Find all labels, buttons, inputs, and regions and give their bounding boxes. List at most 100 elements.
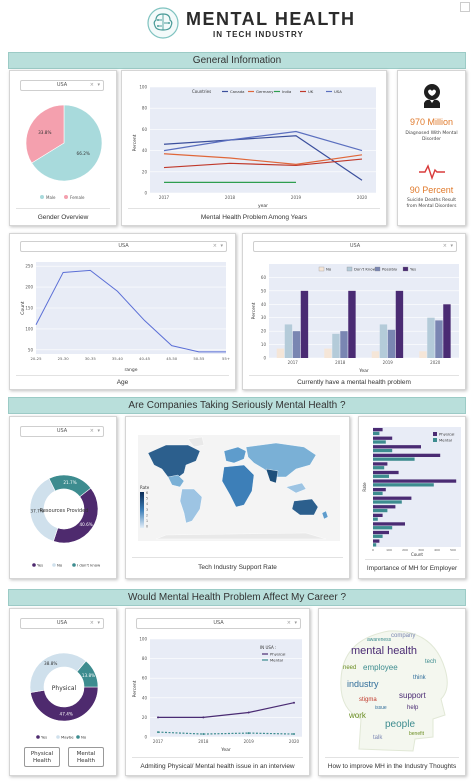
bar-physical[interactable] [373,445,421,449]
section-banner-companies: Are Companies Taking Seriously Mental He… [8,397,466,414]
chevron-down-icon[interactable]: ▾ [294,620,297,626]
clear-icon[interactable]: × [212,243,217,249]
chevron-down-icon[interactable]: ▾ [97,428,100,434]
mental-health-button[interactable]: Mental Health [68,747,104,767]
country-dropdown[interactable]: USA × ▾ [20,426,104,437]
africa [221,464,255,508]
bar-don-t-know-2020[interactable] [427,317,435,358]
chevron-down-icon[interactable]: ▾ [220,243,223,249]
bar-physical[interactable] [373,462,388,466]
bar-physical[interactable] [373,428,383,432]
legend-no: No [326,267,332,272]
chevron-down-icon[interactable]: ▾ [97,82,100,88]
bar-no-2020[interactable] [419,351,427,358]
point-mental[interactable] [293,733,295,736]
bar-mental[interactable] [373,440,386,444]
point-physical[interactable] [202,716,205,719]
gender-slice-male[interactable] [31,104,103,182]
y-tick-label: 150 [25,306,33,311]
clear-icon[interactable]: × [286,620,291,626]
bar-don-t-know-2017[interactable] [284,324,293,358]
series-line-germany[interactable] [163,153,363,165]
bar-mental[interactable] [373,483,434,487]
country-dropdown[interactable]: USA × ▾ [20,618,104,629]
word: talk [373,735,383,741]
series-line-uk[interactable] [163,158,363,169]
bar-mental[interactable] [373,457,415,461]
clear-icon[interactable]: × [442,243,447,249]
y-tick-label: 60 [142,676,148,681]
series-line-usa[interactable] [163,130,363,152]
point-mental[interactable] [247,732,250,735]
gender-slice-female[interactable] [25,104,65,164]
bar-mental[interactable] [373,517,378,521]
series-line-physical[interactable] [158,702,295,719]
bar-physical[interactable] [373,505,396,509]
clear-icon[interactable]: × [89,620,94,626]
country-dropdown[interactable]: USA × ▾ [20,241,227,252]
bar-no-2019[interactable] [371,351,380,358]
clear-icon[interactable]: × [89,428,94,434]
bar-physical[interactable] [373,470,399,475]
bar-mental[interactable] [373,508,388,513]
point-physical[interactable] [247,711,250,714]
bar-mental[interactable] [373,500,402,504]
bar-physical[interactable] [373,479,457,483]
bar-no-2017[interactable] [276,348,285,358]
point-mental[interactable] [202,733,205,736]
bar-physical[interactable] [373,436,393,440]
bar-don-t-know-2019[interactable] [379,324,388,358]
resources-slice-yes[interactable] [53,487,99,544]
bar-yes-2018[interactable] [348,290,356,358]
bar-mental[interactable] [373,474,389,478]
bar-mental[interactable] [373,448,393,453]
bar-mental[interactable] [373,526,393,530]
point-mental[interactable] [157,731,159,734]
chevron-down-icon[interactable]: ▾ [97,620,100,626]
clear-icon[interactable]: × [89,82,94,88]
country-dropdown[interactable]: USA × ▾ [253,241,457,252]
bar-yes-2017[interactable] [300,290,309,358]
bar-possibly-2018[interactable] [340,331,348,358]
bar-possibly-2017[interactable] [292,331,301,358]
country-dropdown[interactable]: USA × ▾ [136,618,301,629]
bar-possibly-2019[interactable] [387,329,396,358]
window-toggle[interactable] [460,2,470,12]
bar-no-2018[interactable] [324,348,332,358]
north-america [147,444,201,480]
bar-physical[interactable] [373,513,383,517]
age-series-line[interactable] [35,269,226,353]
bar-yes-2019[interactable] [395,290,404,358]
divider [249,375,459,376]
chevron-down-icon[interactable]: ▾ [450,243,453,249]
series-line-canada[interactable] [163,135,363,181]
gender-legend: Male Female [40,195,85,200]
bar-physical[interactable] [373,453,441,457]
bar-possibly-2020[interactable] [435,320,443,358]
bar-mental[interactable] [373,466,385,470]
bar-physical[interactable] [373,496,412,500]
resources-slice-i-don-t-know[interactable] [48,474,92,498]
physical-health-button[interactable]: Physical Health [24,747,60,767]
point-physical[interactable] [293,701,295,704]
bar-physical[interactable] [373,539,380,543]
bar-mental[interactable] [373,491,383,496]
point-physical[interactable] [157,716,159,719]
country-dropdown[interactable]: USA × ▾ [20,80,104,91]
bar-yes-2020[interactable] [443,304,451,358]
bar-physical[interactable] [373,488,386,492]
y-tick-label: 80 [142,656,148,661]
bar-mental[interactable] [373,431,380,436]
bar-mental[interactable] [373,543,377,547]
bar-mental[interactable] [373,534,383,538]
y-tick-label: 0 [263,356,266,361]
bar-don-t-know-2018[interactable] [332,333,340,358]
career-slice-yes[interactable] [30,686,99,722]
bar-physical[interactable] [373,530,389,535]
series-line-mental[interactable] [157,731,295,735]
career-slice-no[interactable] [76,660,99,688]
legend-swatch-no [52,563,56,567]
bar-physical[interactable] [373,522,405,526]
